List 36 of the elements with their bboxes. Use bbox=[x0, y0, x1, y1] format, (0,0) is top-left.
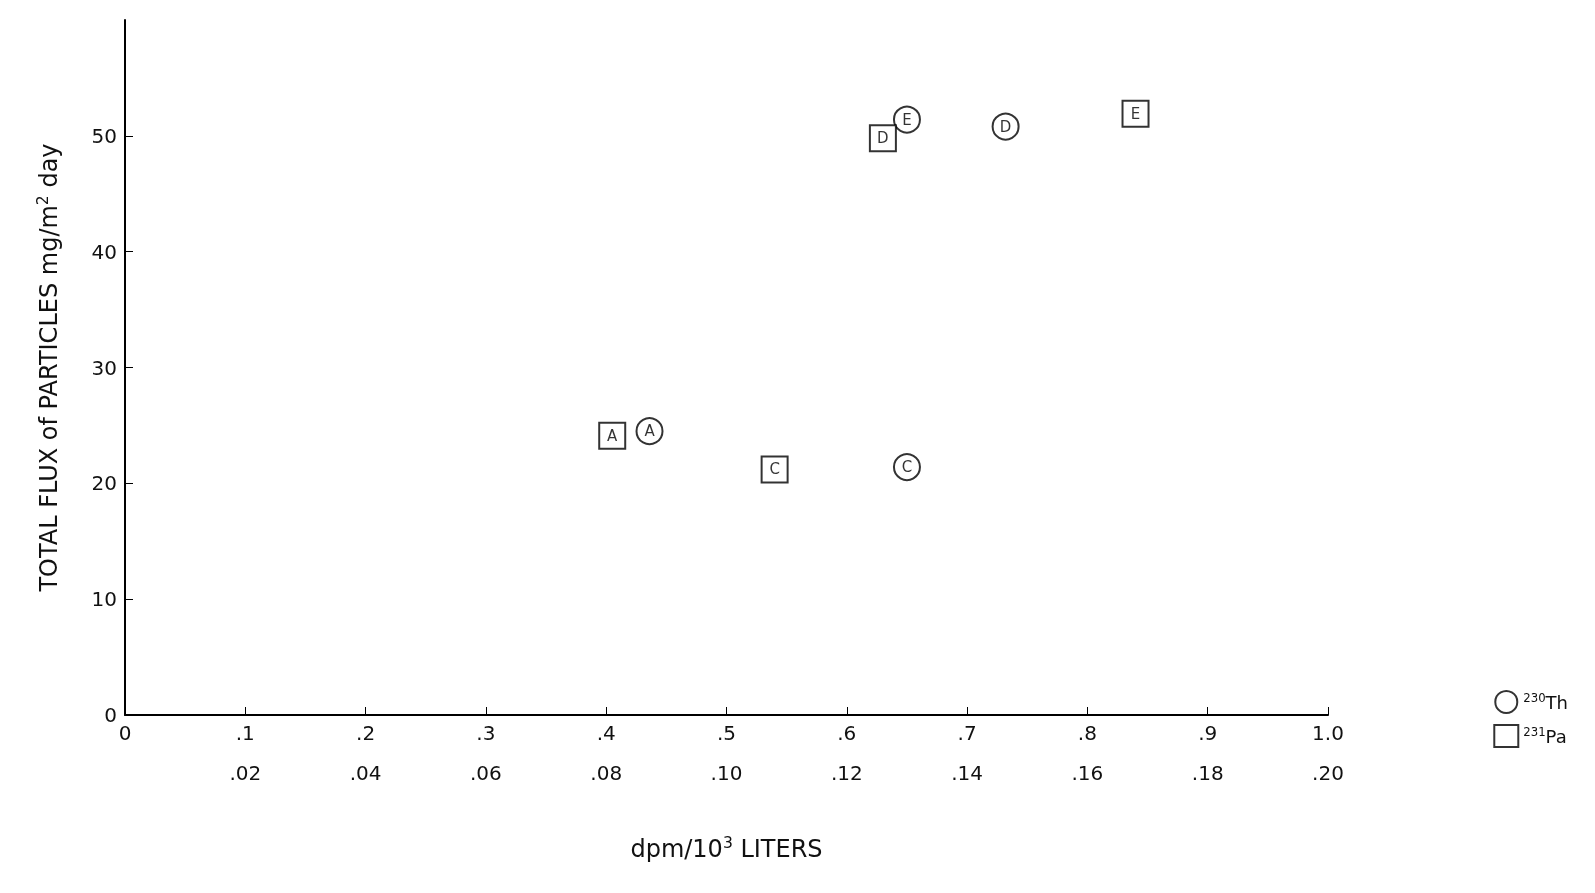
x-tick-label: .6 bbox=[837, 721, 857, 745]
x2-tick-label: .06 bbox=[469, 761, 502, 785]
x2-tick-label: .04 bbox=[349, 761, 382, 785]
x2-tick-label: .10 bbox=[710, 761, 743, 785]
y-tick-label: 40 bbox=[91, 239, 117, 264]
annotation: C bbox=[901, 458, 913, 477]
x-tick-label: .7 bbox=[957, 721, 977, 745]
x-tick-label: .8 bbox=[1077, 721, 1097, 745]
y-tick-label: 50 bbox=[91, 123, 117, 148]
x2-tick-label: .02 bbox=[229, 761, 262, 785]
x-tick-label: .4 bbox=[596, 721, 616, 745]
x-tick-label: .5 bbox=[716, 721, 737, 745]
x2-tick-label: .08 bbox=[590, 761, 623, 785]
annotation: A bbox=[607, 426, 619, 445]
x2-tick-label: .18 bbox=[1191, 761, 1224, 785]
y-tick-label: 0 bbox=[104, 703, 117, 727]
x-tick-label: 1.0 bbox=[1312, 721, 1344, 745]
annotation: E bbox=[902, 110, 912, 129]
y-tick-label: 20 bbox=[91, 471, 117, 496]
y-tick-label: 10 bbox=[91, 587, 117, 612]
annotation: E bbox=[1130, 104, 1141, 123]
x-tick-label: 0 bbox=[118, 721, 132, 745]
annotation: A bbox=[644, 422, 656, 441]
x2-tick-label: .20 bbox=[1312, 761, 1344, 785]
x2-tick-label: .14 bbox=[951, 761, 984, 785]
x-tick-label: .3 bbox=[476, 721, 496, 745]
y-tick-label: 30 bbox=[91, 355, 117, 380]
x2-tick-label: .12 bbox=[830, 761, 863, 785]
annotation: D bbox=[877, 129, 889, 148]
x2-tick-label: .16 bbox=[1071, 761, 1104, 785]
y-axis-title: TOTAL FLUX of PARTICLES mg/m2 day bbox=[34, 143, 63, 593]
x-tick-label: .1 bbox=[235, 721, 255, 745]
x-tick-label: .9 bbox=[1198, 721, 1218, 745]
annotation: D bbox=[999, 117, 1012, 136]
annotation: C bbox=[769, 460, 780, 479]
x-tick-label: .2 bbox=[356, 721, 376, 745]
